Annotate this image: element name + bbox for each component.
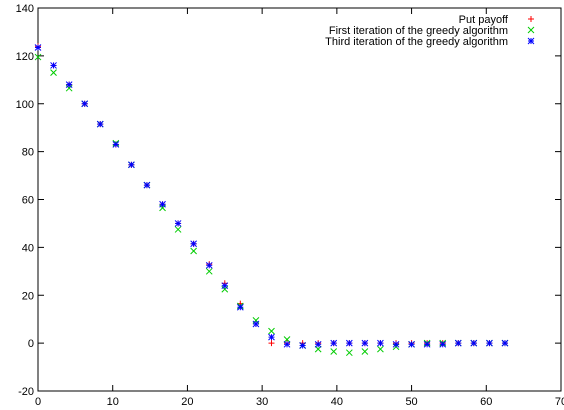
legend-marker [527, 37, 535, 45]
legend-marker [528, 16, 534, 22]
data-point [330, 339, 338, 347]
data-point [34, 44, 42, 51]
data-point [34, 53, 42, 61]
data-point [299, 342, 306, 349]
x-tick-label: 10 [107, 396, 119, 408]
data-point [361, 339, 369, 347]
data-point [112, 141, 120, 148]
data-point [128, 161, 135, 169]
series-1 [35, 43, 508, 347]
data-point [377, 345, 384, 353]
y-tick-label: 0 [28, 338, 34, 350]
data-point [330, 348, 338, 355]
data-point [252, 320, 260, 328]
y-tick-label: 140 [16, 3, 34, 15]
data-point [81, 100, 89, 108]
y-tick-label: 20 [22, 290, 34, 302]
series-2 [34, 53, 509, 357]
data-point [470, 339, 478, 347]
legend-label: Put payoff [459, 14, 509, 26]
x-tick-label: 0 [35, 396, 41, 408]
y-tick-label: 80 [22, 147, 34, 159]
x-tick-label: 60 [480, 396, 492, 408]
data-point [408, 340, 415, 348]
data-point [345, 349, 353, 357]
data-point [174, 226, 182, 233]
data-point [174, 220, 182, 227]
data-point [268, 333, 275, 341]
data-point [314, 345, 322, 353]
data-point [50, 69, 57, 76]
y-tick-label: 120 [16, 51, 34, 63]
legend-marker [527, 26, 535, 34]
data-point [143, 181, 151, 189]
data-point [190, 240, 197, 248]
y-tick-label: 100 [16, 99, 34, 111]
data-point [314, 340, 322, 348]
data-point [392, 340, 400, 348]
data-point [361, 348, 369, 355]
series-3 [34, 44, 509, 349]
data-point [190, 247, 197, 255]
data-point [486, 339, 493, 347]
data-point [205, 267, 213, 275]
data-point [345, 339, 353, 347]
data-points [34, 43, 509, 357]
data-point [423, 340, 431, 348]
x-tick-label: 50 [405, 396, 417, 408]
x-tick-label: 70 [555, 396, 564, 408]
data-point [283, 340, 291, 348]
data-point [65, 81, 73, 88]
data-point [377, 339, 384, 347]
data-point [221, 282, 229, 290]
data-point [501, 339, 509, 347]
y-tick-label: -20 [18, 386, 34, 398]
data-point [268, 340, 275, 347]
y-tick-label: 40 [22, 242, 34, 254]
data-point [439, 340, 447, 348]
legend-label: First iteration of the greedy algorithm [329, 25, 508, 37]
data-point [236, 303, 244, 311]
data-point [283, 336, 291, 343]
plot-frame [37, 7, 562, 392]
axis-ticks [37, 7, 562, 392]
y-tick-label: 60 [22, 195, 34, 207]
data-point [159, 200, 166, 208]
data-point [96, 120, 104, 128]
x-tick-label: 20 [181, 396, 193, 408]
data-point [50, 62, 57, 69]
data-point [454, 339, 462, 347]
data-point [205, 261, 213, 269]
x-tick-label: 40 [331, 396, 343, 408]
x-tick-label: 30 [256, 396, 268, 408]
data-point [268, 327, 275, 335]
legend-label: Third iteration of the greedy algorithm [325, 36, 508, 48]
